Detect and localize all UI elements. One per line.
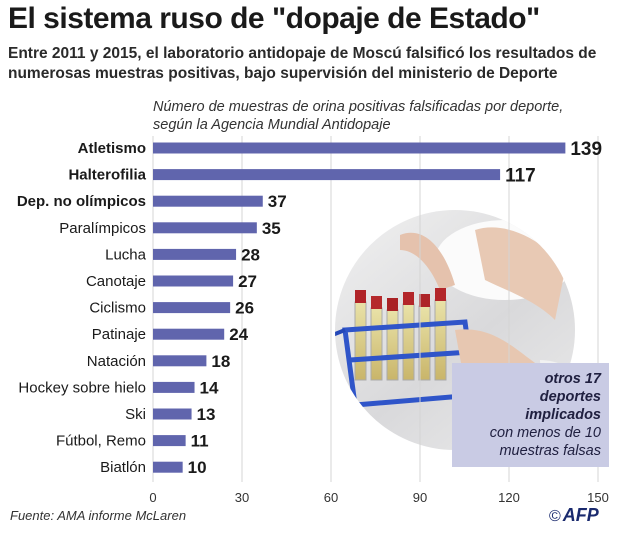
bar — [153, 142, 566, 154]
value-label: 28 — [241, 245, 260, 264]
value-label: 13 — [197, 405, 216, 424]
other-sports-callout: otros 17 deportes implicados con menos d… — [452, 363, 609, 467]
value-label: 11 — [191, 432, 209, 451]
category-label: Ciclismo — [89, 300, 146, 317]
category-label: Hockey sobre hielo — [18, 379, 146, 396]
x-tick-label: 60 — [324, 490, 338, 505]
callout-line-1: otros 17 — [544, 371, 601, 387]
bar — [153, 381, 195, 393]
bar — [153, 248, 237, 260]
category-label: Canotaje — [86, 273, 146, 290]
chart-note-line-2: según la Agencia Mundial Antidopaje — [153, 117, 391, 133]
value-label: 117 — [505, 166, 536, 187]
chart-note-line-1: Número de muestras de orina positivas fa… — [153, 99, 564, 115]
value-label: 27 — [238, 272, 257, 291]
category-label: Paralímpicos — [59, 220, 146, 237]
chart-subtitle: Entre 2011 y 2015, el laboratorio antido… — [8, 45, 597, 82]
bar — [153, 355, 207, 367]
value-label: 26 — [235, 299, 254, 318]
chart-note: Número de muestras de orina positivas fa… — [153, 98, 613, 134]
value-label: 37 — [268, 192, 287, 211]
bar — [153, 195, 263, 207]
category-label: Natación — [87, 353, 146, 370]
x-tick-label: 30 — [235, 490, 249, 505]
category-label: Dep. no olímpicos — [17, 193, 146, 210]
copyright-symbol: © — [549, 508, 561, 525]
bar — [153, 302, 231, 314]
callout-line-4: con menos de 10 — [489, 425, 601, 441]
callout-line-3: implicados — [525, 407, 601, 423]
source-note: Fuente: AMA informe McLaren — [10, 508, 187, 523]
value-label: 14 — [200, 378, 219, 397]
category-label: Halterofilia — [68, 167, 146, 184]
bar — [153, 461, 183, 473]
category-label: Fútbol, Remo — [56, 433, 146, 450]
x-tick-label: 90 — [413, 490, 427, 505]
bar — [153, 275, 234, 287]
value-label: 10 — [188, 458, 207, 477]
x-tick-label: 150 — [587, 490, 609, 505]
bar — [153, 328, 225, 340]
bar — [153, 222, 257, 234]
callout-line-5: muestras falsas — [499, 443, 601, 459]
value-label: 35 — [262, 219, 281, 238]
category-label: Ski — [125, 406, 146, 423]
afp-logo: © AFP — [549, 505, 599, 526]
x-tick-label: 120 — [498, 490, 520, 505]
value-label: 24 — [229, 325, 248, 344]
bar — [153, 408, 192, 420]
category-label: Biatlón — [100, 459, 146, 476]
value-label: 18 — [211, 352, 230, 371]
chart-title: El sistema ruso de "dopaje de Estado" — [8, 2, 540, 35]
value-label: 139 — [570, 139, 602, 160]
x-tick-label: 0 — [149, 490, 156, 505]
bar — [153, 435, 186, 447]
afp-logo-text: AFP — [562, 505, 599, 525]
category-label: Atletismo — [78, 140, 146, 157]
category-label: Lucha — [105, 246, 147, 263]
category-label: Patinaje — [92, 326, 146, 343]
bar — [153, 169, 501, 181]
callout-line-2: deportes — [539, 389, 601, 405]
